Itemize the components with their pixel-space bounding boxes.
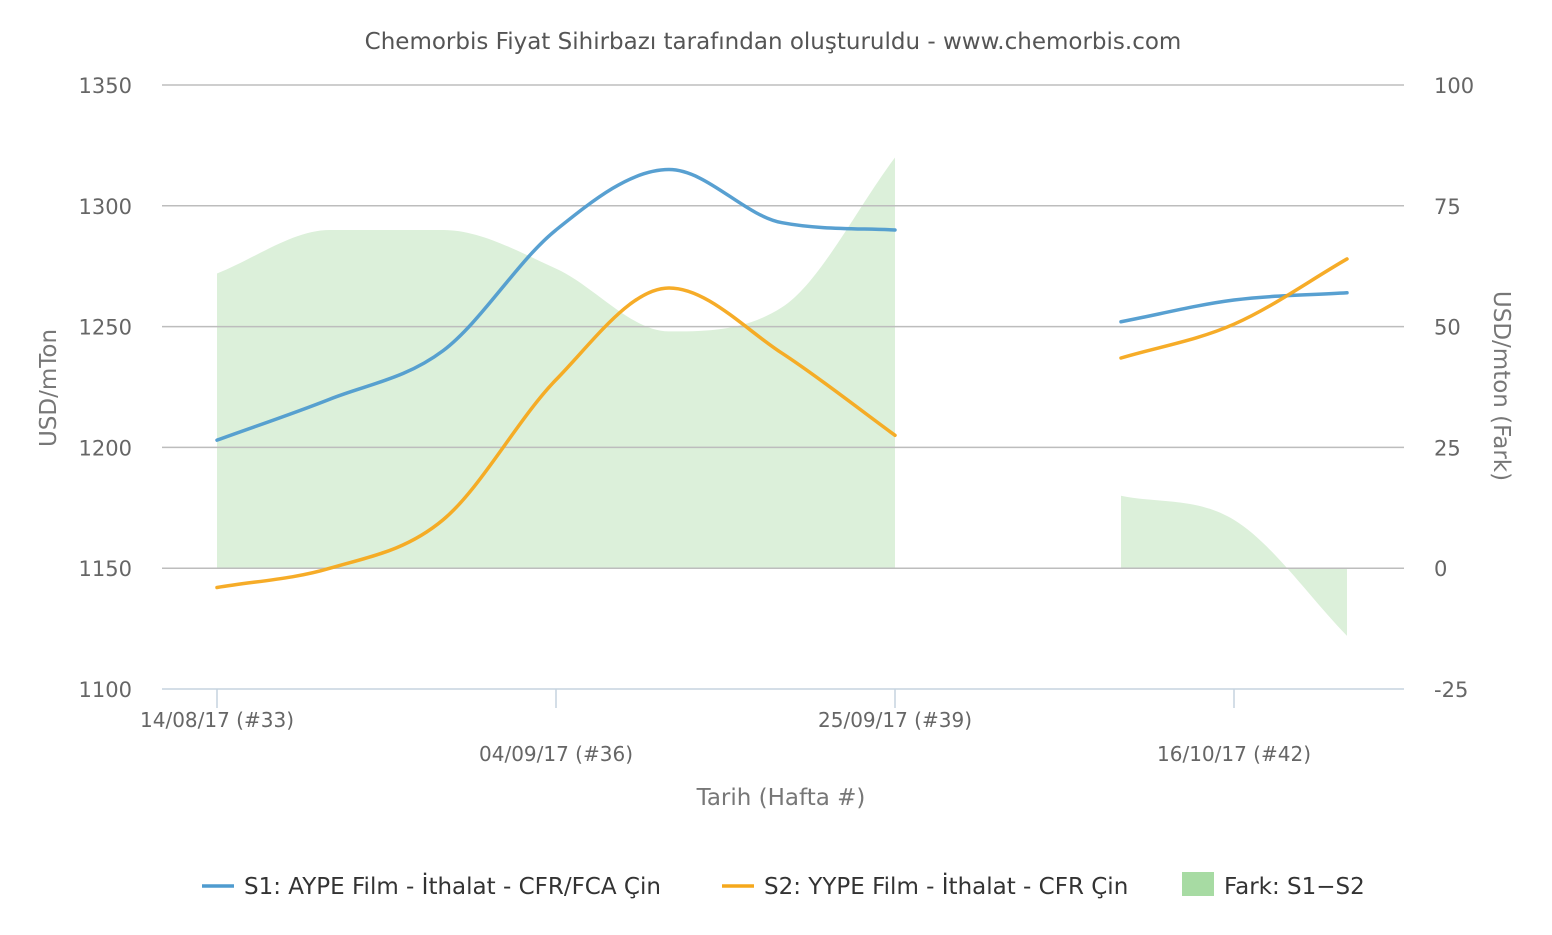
y-right-tick-label: 75 <box>1434 195 1461 219</box>
y-right-tick-label: 25 <box>1434 436 1461 460</box>
legend-item-s1[interactable]: S1: AYPE Film - İthalat - CFR/FCA Çin <box>202 872 661 900</box>
lines-layer <box>215 167 1349 590</box>
legend-item-s2[interactable]: S2: YYPE Film - İthalat - CFR Çin <box>722 872 1128 900</box>
legend-item-fark[interactable]: Fark: S1−S2 <box>1182 872 1365 900</box>
x-axis-ticks: 14/08/17 (#33) 04/09/17 (#36) 25/09/17 (#3… <box>140 689 1311 766</box>
y-right-tick-label: -25 <box>1434 678 1468 702</box>
series-2-line-segment-1[interactable] <box>215 286 897 590</box>
x-tick-label: 16/10/17 (#42) <box>1157 742 1311 766</box>
legend: S1: AYPE Film - İthalat - CFR/FCA Çin S2… <box>202 872 1365 900</box>
grid-layer <box>162 84 1404 569</box>
y-left-tick-label: 1200 <box>79 436 132 460</box>
y-left-tick-label: 1300 <box>79 195 132 219</box>
chart-title: Chemorbis Fiyat Sihirbazı tarafından olu… <box>365 29 1182 55</box>
series-1-line-segment-2[interactable] <box>1119 291 1349 324</box>
series-2-line-segment-2[interactable] <box>1119 257 1349 360</box>
fark-area-segment-2 <box>1121 495 1347 636</box>
y-axis-left-title: USD/mTon <box>36 329 62 447</box>
x-tick-label: 14/08/17 (#33) <box>140 708 294 732</box>
legend-label-s1: S1: AYPE Film - İthalat - CFR/FCA Çin <box>244 872 661 900</box>
series-1-line-segment-1[interactable] <box>215 167 897 442</box>
y-right-tick-label: 0 <box>1434 557 1447 581</box>
x-axis-title: Tarih (Hafta #) <box>696 785 866 811</box>
y-axis-right-ticks: 100 75 50 25 0 -25 <box>1434 74 1474 702</box>
y-left-tick-label: 1150 <box>79 557 132 581</box>
y-left-tick-label: 1100 <box>79 678 132 702</box>
y-axis-right-title: USD/mton (Fark) <box>1488 291 1514 481</box>
y-axis-left-ticks: 1350 1300 1250 1200 1150 1100 <box>79 74 132 702</box>
y-left-tick-label: 1350 <box>79 74 132 98</box>
area-layer <box>217 157 1347 636</box>
legend-swatch-fark <box>1182 872 1214 896</box>
fark-area-segment-1 <box>217 157 895 569</box>
y-right-tick-label: 50 <box>1434 316 1461 340</box>
x-tick-label: 25/09/17 (#39) <box>818 708 972 732</box>
x-tick-label: 04/09/17 (#36) <box>479 742 633 766</box>
legend-label-s2: S2: YYPE Film - İthalat - CFR Çin <box>764 872 1128 900</box>
y-right-tick-label: 100 <box>1434 74 1474 98</box>
y-left-tick-label: 1250 <box>79 316 132 340</box>
legend-label-fark: Fark: S1−S2 <box>1224 874 1365 900</box>
